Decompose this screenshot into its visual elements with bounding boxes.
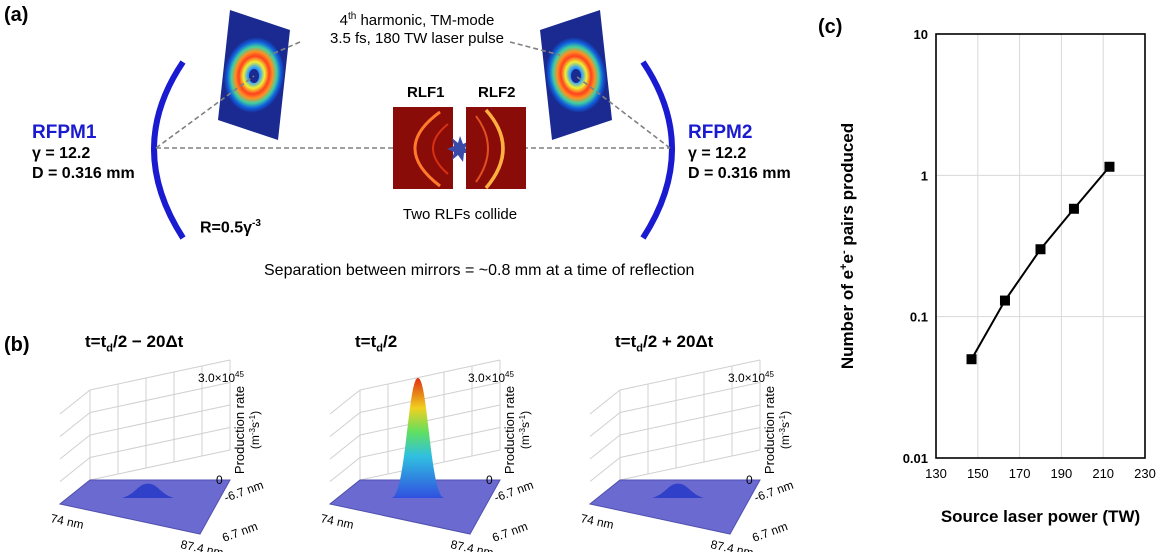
panel-b-plot-title: t=td/2 − 20Δt <box>85 332 184 355</box>
production-rate-peak <box>652 483 704 498</box>
right-beam-profile <box>540 10 612 140</box>
z-axis-title: Production rate <box>232 386 247 474</box>
x-tick-label: 130 <box>925 466 947 481</box>
z-axis-top-label: 3.0×1045 <box>728 370 774 385</box>
collision-burst <box>447 136 472 162</box>
y-tick-label: 10 <box>914 27 928 42</box>
y-axis-front-label: 6.7 nm <box>750 519 789 545</box>
y-tick-label: 1 <box>921 168 928 183</box>
production-rate-peak <box>392 378 444 498</box>
z-axis-unit: (m-3s-1) <box>778 411 792 449</box>
panel-b-plot-title: t=td/2 + 20Δt <box>615 332 714 355</box>
rfpm2-name: RFPM2 <box>688 122 753 143</box>
y-tick-label: 0.1 <box>910 310 928 325</box>
x-tick-label: 190 <box>1051 466 1073 481</box>
z-axis-top-label: 3.0×1045 <box>468 370 514 385</box>
x-tick-label: 210 <box>1092 466 1114 481</box>
rfpm1-label-group: RFPM1 γ = 12.2 D = 0.316 mm <box>32 122 135 184</box>
y-axis-title: Number of e+e- pairs produced <box>838 123 857 369</box>
panel-c-label: (c) <box>818 16 843 38</box>
z-axis-unit: (m-3s-1) <box>518 411 532 449</box>
data-point <box>1035 244 1046 255</box>
x-tick-label: 150 <box>967 466 989 481</box>
rlf1-panel <box>393 107 453 189</box>
z-axis-zero-label: 0 <box>216 473 223 487</box>
pulse-caption: 4th harmonic, TM-mode 3.5 fs, 180 TW las… <box>292 8 542 48</box>
y-tick-label: 0.01 <box>903 451 928 466</box>
x-axis-right-label: 87.4 nm <box>709 537 754 552</box>
data-point <box>1068 203 1079 214</box>
pulse-caption-line2: 3.5 fs, 180 TW laser pulse <box>330 30 504 47</box>
data-point <box>1104 161 1115 172</box>
x-axis-right-label: 87.4 nm <box>179 537 224 552</box>
data-point <box>999 295 1010 306</box>
panel-a-diagram <box>151 10 675 240</box>
rfpm2-diameter: D = 0.316 mm <box>688 165 791 182</box>
y-axis-front-label: 6.7 nm <box>220 519 259 545</box>
surface-plot: 3.0×1045 0 Production rate (m-3s-1) 74 nm 87.… <box>319 359 535 552</box>
production-rate-peak <box>122 483 174 498</box>
rlf2-panel <box>466 107 526 190</box>
rfpm1-diameter: D = 0.316 mm <box>32 165 135 182</box>
z-axis-unit: (m-3s-1) <box>248 411 262 449</box>
panel-b-label: (b) <box>4 334 30 356</box>
collide-caption: Two RLFs collide <box>402 206 518 223</box>
panel-a-label: (a) <box>4 4 29 26</box>
z-axis-top-label: 3.0×1045 <box>198 370 244 385</box>
z-axis-title: Production rate <box>762 386 777 474</box>
x-axis-right-label: 87.4 nm <box>449 537 494 552</box>
rfpm2-mirror <box>640 60 675 240</box>
x-tick-label: 230 <box>1134 466 1156 481</box>
rlf2-label: RLF2 <box>478 84 516 101</box>
rfpm2-label-group: RFPM2 γ = 12.2 D = 0.316 mm <box>688 122 791 184</box>
rfpm1-name: RFPM1 <box>32 122 97 143</box>
rfpm2-gamma: γ = 12.2 <box>688 145 747 162</box>
panel-b-plots: t=td/2 − 20Δt 3.0×1045 0 Production rate (m-… <box>0 330 830 552</box>
surface-plot: 3.0×1045 0 Production rate (m-3s-1) 74 nm 87.… <box>579 359 795 552</box>
surface-plot: 3.0×1045 0 Production rate (m-3s-1) 74 nm 87.… <box>49 359 265 552</box>
y-axis-front-label: 6.7 nm <box>490 519 529 545</box>
plot-frame <box>935 33 1146 459</box>
rlf1-label: RLF1 <box>407 84 445 101</box>
mirror-radius: R=0.5γ-3 <box>200 218 261 237</box>
rfpm1-mirror <box>151 60 186 240</box>
series-line <box>970 166 1111 360</box>
left-beam-profile <box>218 10 290 140</box>
data-point <box>966 354 977 365</box>
panel-b-plot-title: t=td/2 <box>355 332 398 355</box>
x-axis-left-label: 74 nm <box>319 511 355 532</box>
z-axis-zero-label: 0 <box>746 473 753 487</box>
panel-c-chart: 130 150 170 190 210 230 0.01 0.1 1 10 Source laser… <box>838 27 1156 526</box>
pulse-caption-line1: 4th harmonic, TM-mode <box>339 11 495 29</box>
separation-caption: Separation between mirrors = ~0.8 mm at … <box>264 262 695 279</box>
rfpm1-gamma: γ = 12.2 <box>32 145 91 162</box>
x-axis-left-label: 74 nm <box>579 511 615 532</box>
x-axis-title: Source laser power (TW) <box>941 507 1140 526</box>
x-tick-label: 170 <box>1009 466 1031 481</box>
x-axis-left-label: 74 nm <box>49 511 85 532</box>
z-axis-title: Production rate <box>502 386 517 474</box>
z-axis-zero-label: 0 <box>486 473 493 487</box>
